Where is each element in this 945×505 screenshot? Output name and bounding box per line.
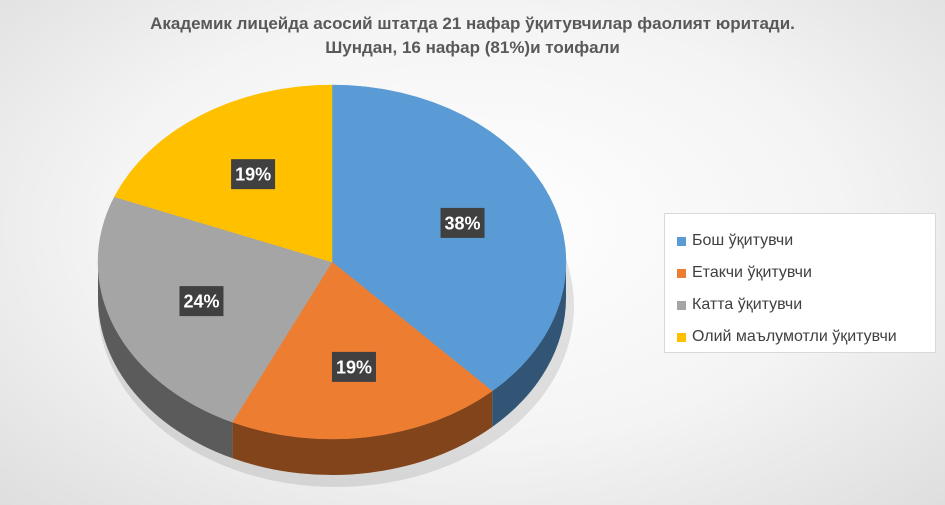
- legend-label: Катта ўқитувчи: [692, 296, 803, 313]
- pie-slice-1: [231, 261, 493, 440]
- legend: Бош ўқитувчи Етакчи ўқитувчи Катта ўқиту…: [664, 213, 936, 353]
- data-label-1: 19%: [336, 357, 372, 377]
- data-label-box-2: [179, 286, 224, 317]
- data-label-box-3: [231, 159, 276, 190]
- data-label-box-1: [331, 351, 376, 382]
- legend-label: Етакчи ўқитувчи: [692, 264, 812, 281]
- pie-slice-side-0: [492, 262, 566, 428]
- data-label-2: 24%: [183, 292, 219, 312]
- pie-slice-side-2: [98, 262, 233, 459]
- legend-item: Етакчи ўқитувчи: [677, 257, 935, 289]
- pie-slice-side-1: [232, 391, 493, 475]
- pie-slice-0: [331, 84, 567, 392]
- data-label-3: 19%: [235, 165, 271, 185]
- legend-label: Олий маълумотли ўқитувчи: [692, 328, 897, 345]
- legend-item: Бош ўқитувчи: [677, 225, 935, 257]
- pie-slice-3: [114, 84, 333, 263]
- legend-swatch-katta: [677, 300, 686, 310]
- legend-item: Катта ўқитувчи: [677, 289, 935, 321]
- legend-swatch-boss: [677, 236, 686, 246]
- chart-title: Академик лицейда асосий штатда 21 нафар …: [0, 12, 945, 60]
- chart-title-line-2: Шундан, 16 нафар (81%)и тоифали: [325, 38, 620, 57]
- data-label-box-0: [440, 207, 485, 238]
- legend-swatch-etakchi: [677, 268, 686, 278]
- legend-label: Бош ўқитувчи: [692, 232, 794, 249]
- legend-item: Олий маълумотли ўқитувчи: [677, 321, 935, 353]
- data-label-0: 38%: [445, 213, 481, 233]
- legend-swatch-oliy: [677, 332, 686, 342]
- chart-title-line-1: Академик лицейда асосий штатда 21 нафар …: [150, 14, 795, 33]
